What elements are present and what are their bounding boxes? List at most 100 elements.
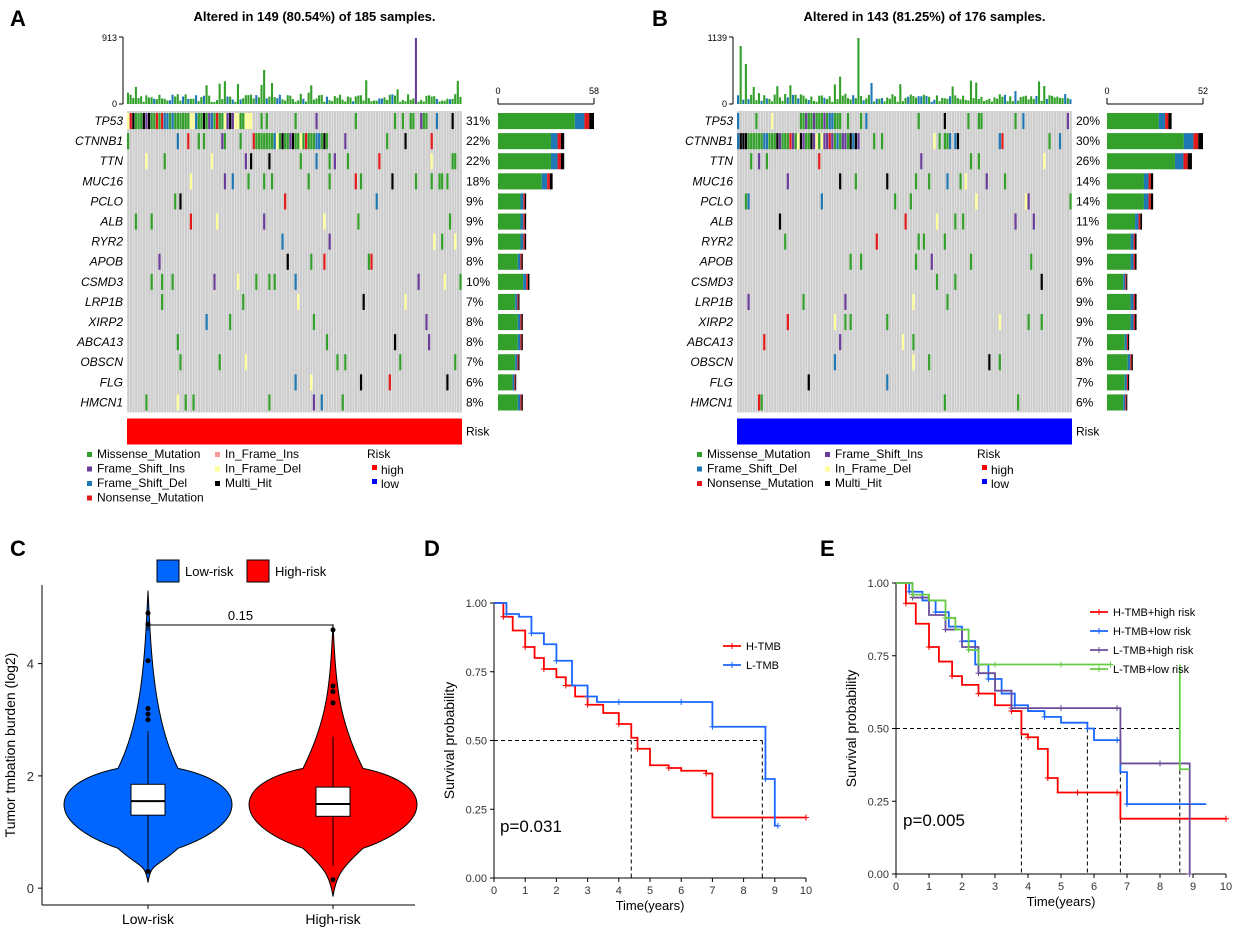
mutation-cell [142,113,145,130]
outlier-point [145,658,151,664]
censor-mark [1114,737,1121,744]
tmb-bar [367,98,370,104]
mutation-cell [959,173,962,190]
mutation-cell [836,113,839,130]
gene-bar-axis-max: 58 [589,86,599,96]
gene-bar-segment [1148,173,1151,190]
gene-bar-segment [524,233,527,250]
tmb-bar [1061,98,1064,104]
mutation-cell [935,273,939,290]
mutation-cell [422,113,425,130]
gene-bar-segment [1130,233,1134,250]
tmb-bar [938,101,941,104]
censor-mark [703,770,710,777]
tmb-bar [391,94,394,104]
censor-mark [932,609,939,616]
tmb-bar [773,94,776,104]
outlier-point [145,711,151,717]
tmb-bar [265,98,268,104]
legend-censor [729,662,735,668]
tmb-bar [1027,99,1030,104]
mutation-cell [294,273,297,290]
mutation-cell [325,334,329,351]
mutation-cell [969,153,973,170]
mutation-cell [1040,273,1043,290]
tmb-bar [1056,96,1059,104]
gene-bar-segment [1150,173,1154,190]
gene-bar-segment [1133,253,1136,270]
tmb-bar [205,85,208,104]
mutation-cell [359,374,363,391]
tmb-bar [155,99,158,104]
tmb-bar [988,98,991,104]
gene-bar-segment [521,253,523,270]
tmb-bar [208,95,211,104]
y-tick-label: 0.25 [868,796,889,808]
censor-mark [992,661,998,668]
y-tick-label: 0.00 [868,869,889,881]
mutation-cell [943,233,946,250]
tmb-bar [255,95,258,104]
outlier-point [330,700,336,706]
legend-swatch [215,452,220,457]
tmb-bar [862,100,865,104]
mutation-cell [328,233,331,250]
gene-bar-segment [1125,273,1127,290]
tmb-bar [990,101,993,104]
tmb-bar [171,94,174,104]
legend-censor [1096,628,1102,634]
tmb-bar [386,99,389,104]
tmb-bar [857,38,860,104]
mutation-cell [818,113,821,130]
mutation-cell [441,173,444,190]
mutation-cell [1014,113,1017,130]
gene-bar-segment [1126,273,1128,290]
mutation-cell [805,113,808,130]
tmb-bar [281,99,284,104]
legend-label: Multi_Hit [835,476,882,490]
mutation-cell [134,113,138,130]
gene-percent: 9% [466,235,484,249]
tmb-bar [1022,96,1025,104]
gene-label: FLG [100,375,123,389]
censor-mark [1186,871,1193,877]
censor-mark [942,626,949,633]
tmb-bar [852,95,855,104]
tmb-bar [359,95,363,104]
gene-label: MUC16 [82,174,123,188]
tmb-bar [825,99,829,104]
mutation-cell [234,113,237,130]
y-tick-label: 1.00 [868,578,889,590]
mutation-cell [425,113,428,130]
mutation-cell [943,113,946,130]
gene-bar-segment [550,133,558,150]
y-axis-label: Survival probability [441,682,457,800]
gene-percent: 7% [1076,335,1094,349]
x-tick-label: 7 [1124,881,1130,893]
mutation-cell [153,113,156,130]
tmb-bar [983,101,986,104]
mutation-cell [839,133,842,150]
tmb-bar [739,46,742,104]
gene-bar-segment [1148,193,1151,210]
tmb-bar [831,101,834,104]
mutation-cell [386,133,389,150]
gene-bar-segment [1107,273,1124,290]
mutation-cell [297,133,300,150]
gene-bar-segment [524,213,527,230]
legend-swatch [215,466,220,472]
tmb-bar [1037,81,1041,104]
mutation-cell [975,193,978,210]
censor-mark [1008,705,1015,712]
mutation-cell [860,113,863,130]
mutation-cell [263,133,266,150]
outlier-point [145,868,151,874]
mutation-cell [928,354,931,371]
mutation-cell [815,113,818,130]
gene-bar-segment [517,253,521,270]
mutation-cell [750,153,753,170]
mutation-cell [446,374,449,391]
mutation-cell [977,153,981,170]
legend-swatch [825,481,830,486]
tmb-bar [404,101,407,104]
